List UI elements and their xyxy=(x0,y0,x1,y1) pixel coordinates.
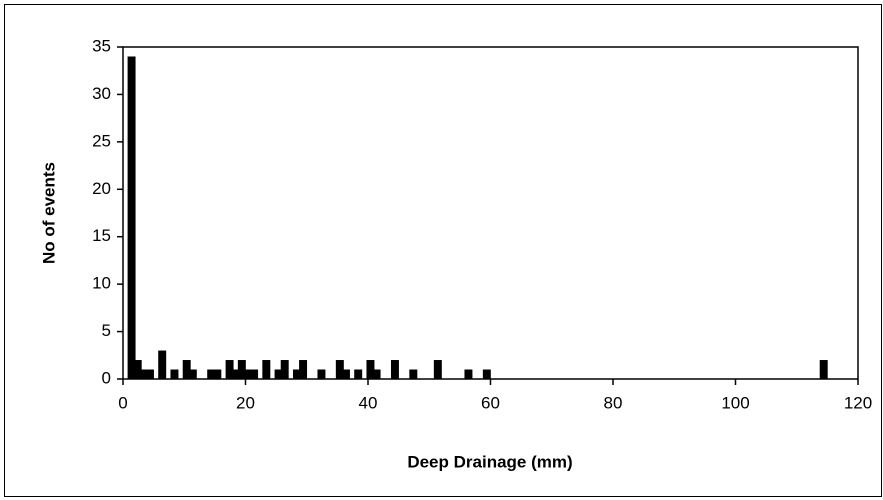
bar xyxy=(274,369,283,379)
y-tick-label: 35 xyxy=(92,36,111,55)
bar xyxy=(182,360,191,379)
x-tick-label: 20 xyxy=(236,393,255,412)
x-tick-label: 80 xyxy=(604,393,623,412)
y-tick-label: 0 xyxy=(102,368,111,387)
x-tick-label: 40 xyxy=(359,393,378,412)
y-tick-label: 10 xyxy=(92,274,111,293)
bar xyxy=(188,369,197,379)
x-tick-label: 100 xyxy=(721,393,749,412)
bar xyxy=(243,369,252,379)
bar xyxy=(133,360,142,379)
x-tick-label: 60 xyxy=(481,393,500,412)
bar xyxy=(170,369,179,379)
bar xyxy=(366,360,375,379)
bar xyxy=(225,360,234,379)
bar xyxy=(341,369,350,379)
y-tick-label: 20 xyxy=(92,179,111,198)
bar xyxy=(354,369,363,379)
bar xyxy=(139,369,148,379)
bar xyxy=(127,56,136,379)
y-axis-title: No of events xyxy=(39,162,58,264)
bar xyxy=(335,360,344,379)
x-tick-label: 120 xyxy=(844,393,872,412)
plot-area xyxy=(122,46,859,380)
bar xyxy=(464,369,473,379)
bar xyxy=(299,360,308,379)
x-tick-label: 0 xyxy=(118,393,127,412)
y-tick-label: 15 xyxy=(92,226,111,245)
bar xyxy=(213,369,222,379)
bar xyxy=(292,369,301,379)
bar xyxy=(158,350,167,379)
y-tick-label: 25 xyxy=(92,131,111,150)
y-tick-label: 5 xyxy=(102,321,111,340)
bar xyxy=(372,369,381,379)
bar xyxy=(145,369,154,379)
bar xyxy=(280,360,289,379)
bar xyxy=(317,369,326,379)
bar xyxy=(237,360,246,379)
x-axis-title: Deep Drainage (mm) xyxy=(407,452,572,471)
bar xyxy=(482,369,491,379)
bar xyxy=(250,369,259,379)
bar xyxy=(207,369,216,379)
bar xyxy=(231,369,240,379)
bar xyxy=(262,360,271,379)
y-tick-label: 30 xyxy=(92,84,111,103)
bar xyxy=(819,360,828,379)
bar xyxy=(409,369,418,379)
chart-frame xyxy=(4,4,882,497)
bar xyxy=(433,360,442,379)
bar xyxy=(390,360,399,379)
